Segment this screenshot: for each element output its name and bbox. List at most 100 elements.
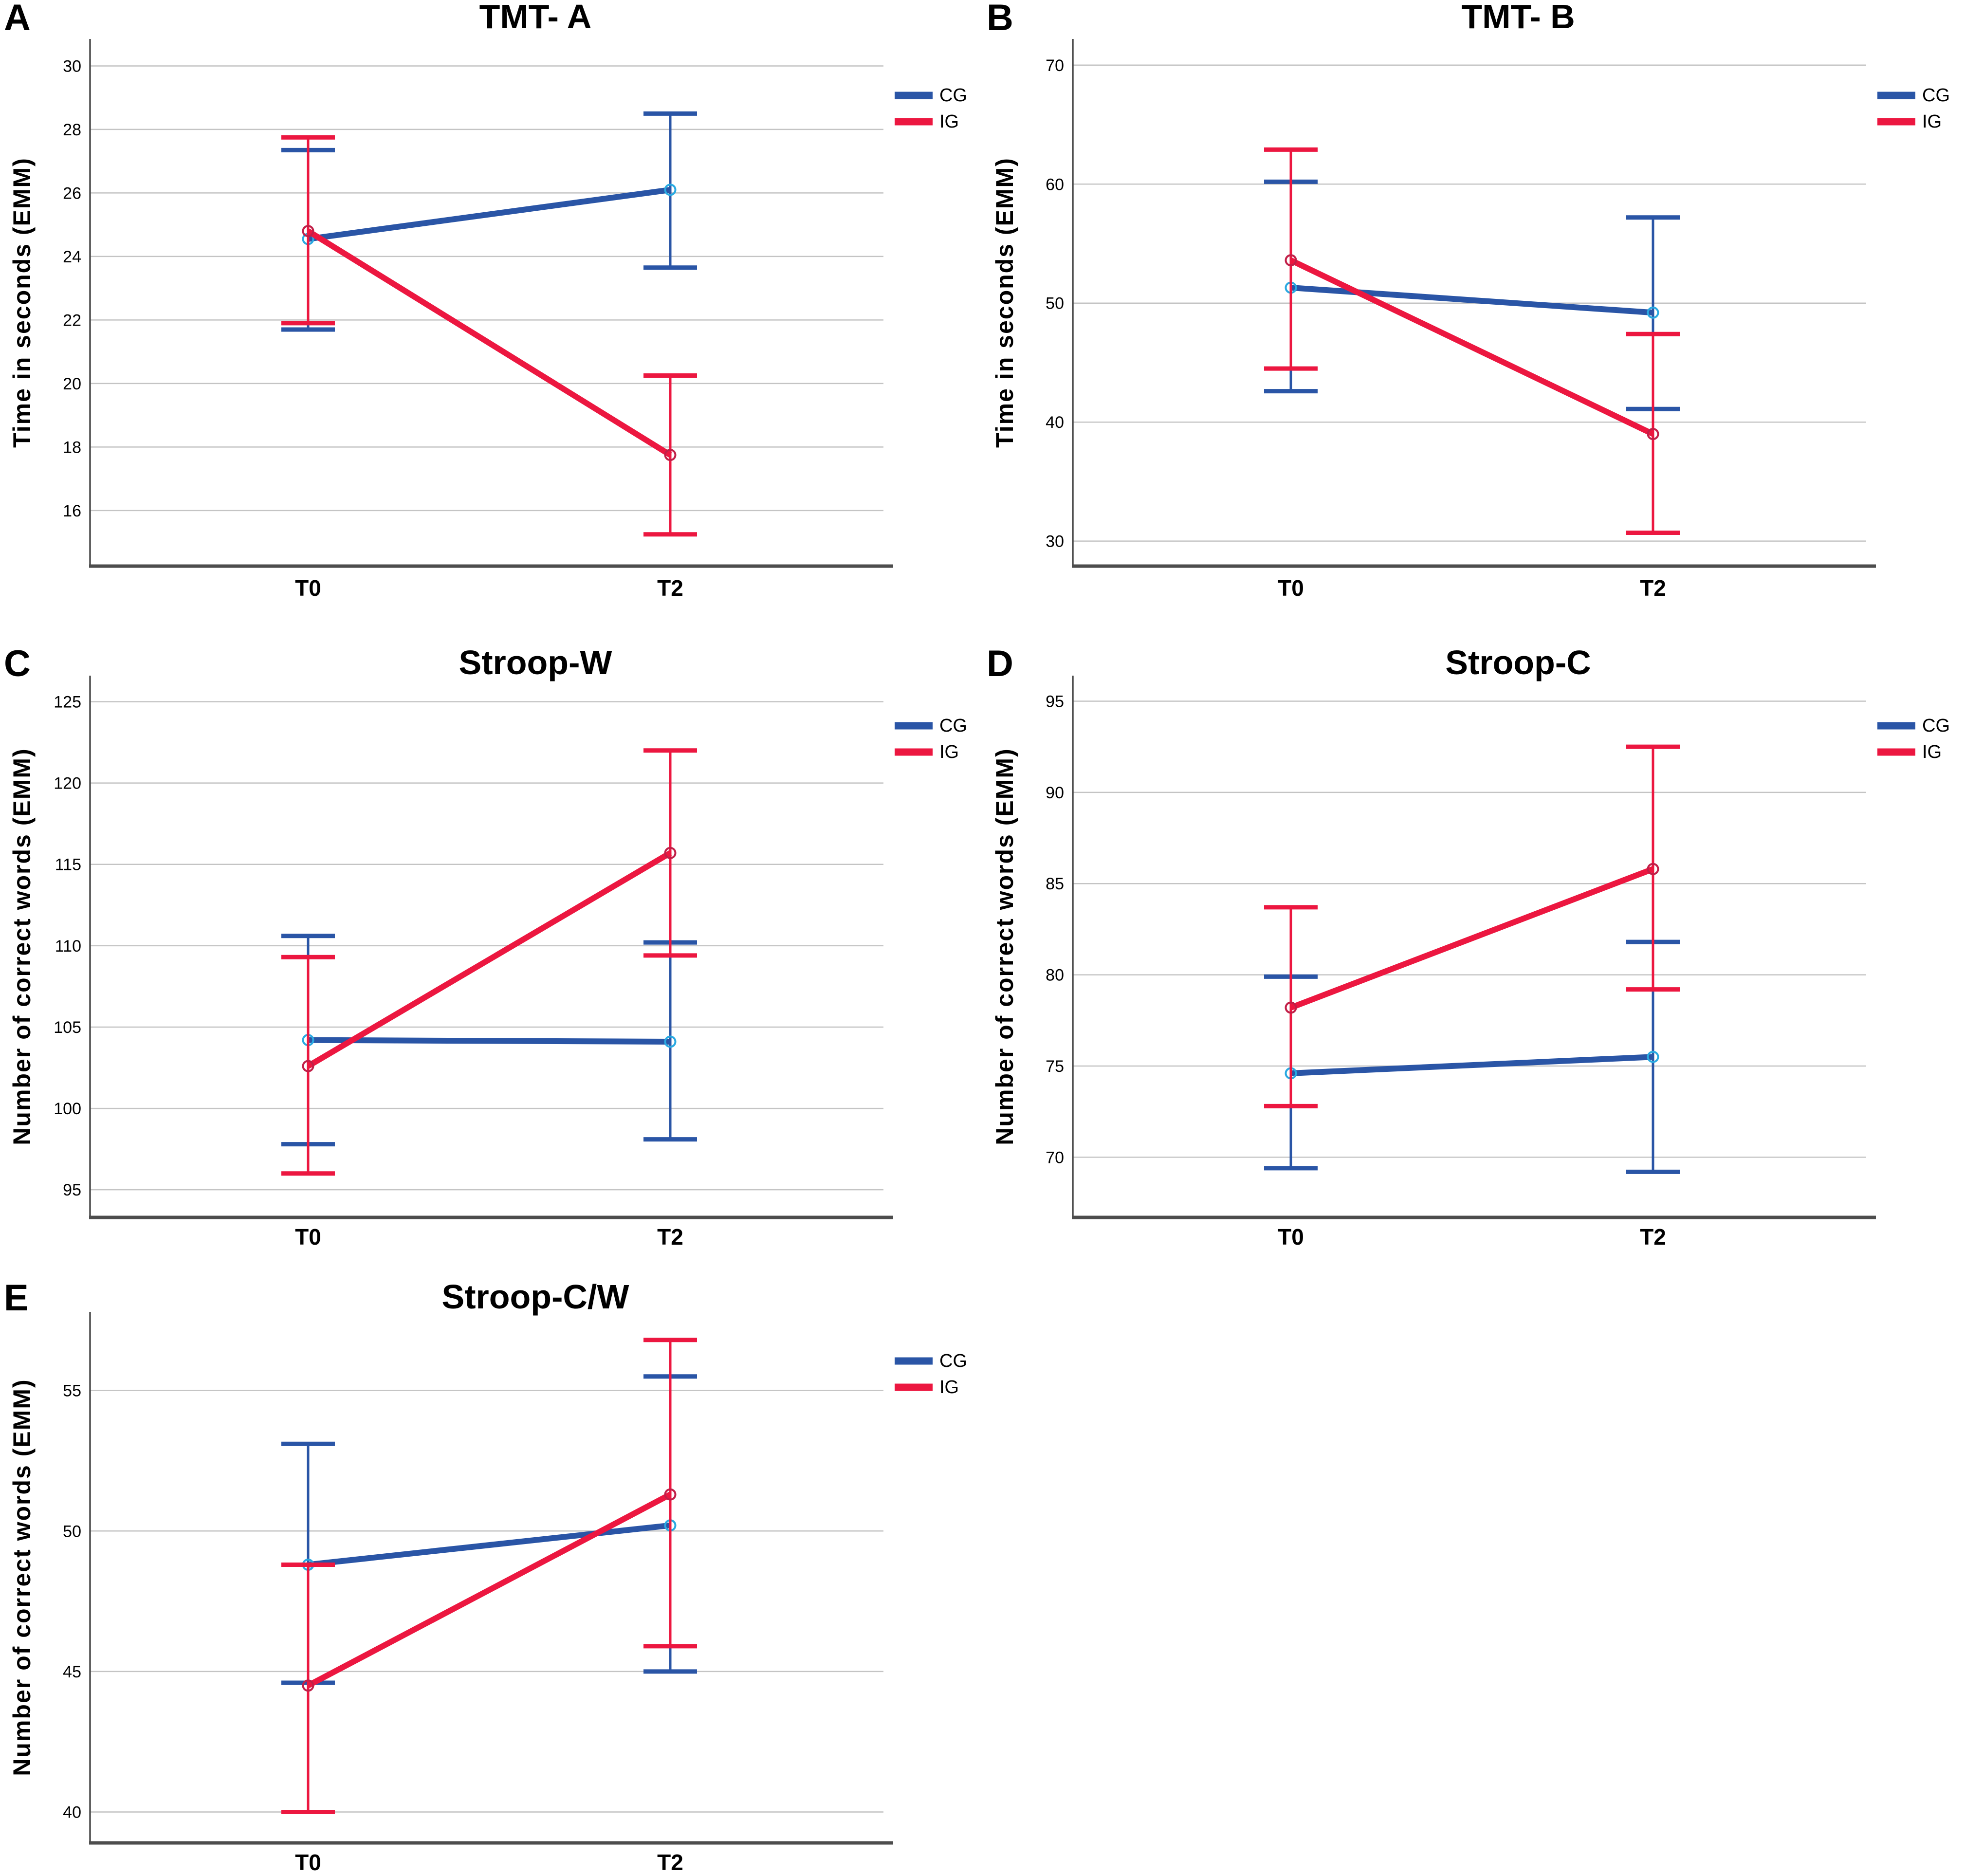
legend-label-ig: IG — [939, 742, 959, 762]
panel-letter: B — [987, 0, 1013, 38]
y-tick-label-100: 100 — [54, 1100, 81, 1118]
legend-label-cg: CG — [1922, 716, 1950, 736]
legend-label-ig: IG — [1922, 742, 1942, 762]
panel-stroop-cw-chart: 40 45 50 55 T0 T2 Number of correct words (EMM… — [4, 1277, 967, 1875]
y-tick-label-40: 40 — [63, 1803, 81, 1822]
y-tick-label-110: 110 — [55, 937, 81, 956]
y-tick-label-30: 30 — [63, 57, 81, 75]
panel-letter: C — [4, 643, 31, 684]
x-tick-label-T0: T0 — [295, 575, 321, 601]
y-tick-label-125: 125 — [54, 693, 81, 711]
y-tick-label-80: 80 — [1046, 966, 1064, 985]
y-tick-label-60: 60 — [1046, 175, 1064, 194]
marker-IG-T0 — [1285, 1001, 1297, 1014]
y-tick-label-55: 55 — [63, 1382, 81, 1400]
legend-label-cg: CG — [1922, 85, 1950, 106]
marker-IG-T2 — [664, 846, 677, 859]
panel-title: Stroop-C — [1445, 644, 1591, 681]
y-tick-label-30: 30 — [1046, 533, 1064, 551]
x-tick-label-T2: T2 — [657, 575, 683, 601]
series-line-IG — [307, 1491, 672, 1689]
series-line-CG — [1290, 1054, 1653, 1076]
marker-CG-T2 — [1647, 306, 1659, 319]
legend-label-cg: CG — [939, 85, 967, 106]
y-tick-label-50: 50 — [1046, 294, 1064, 313]
panel-stroop-cw: 40 45 50 55 T0 T2 Number of correct words (EMM… — [0, 1251, 982, 1876]
series-line-CG — [308, 1522, 671, 1568]
x-tick-label-T2: T2 — [1640, 1224, 1666, 1250]
legend-label-ig: IG — [939, 1377, 959, 1398]
x-tick-label-T2: T2 — [657, 1850, 683, 1875]
y-axis-title: Number of correct words (EMM) — [991, 748, 1018, 1145]
y-axis-title: Number of correct words (EMM) — [8, 748, 36, 1145]
y-tick-label-20: 20 — [63, 375, 81, 393]
y-tick-label-95: 95 — [63, 1181, 81, 1199]
panel-tmt-a-chart: 16 18 20 22 24 26 28 30 T0 T2 Time in seconds (EMM… — [4, 0, 967, 601]
panel-stroop-c-chart: 70 75 80 85 90 95 T0 T2 Number of correct words … — [987, 643, 1950, 1250]
legend-label-cg: CG — [939, 716, 967, 736]
panel-stroop-w: 95 100 105 110 115 120 125 T0 T2 Number of correc… — [0, 625, 982, 1251]
marker-IG-T2 — [1647, 428, 1659, 441]
panel-title: TMT- B — [1461, 0, 1575, 36]
marker-IG-T0 — [302, 225, 314, 238]
y-axis-title: Number of correct words (EMM) — [8, 1379, 36, 1776]
panel-letter: D — [987, 643, 1013, 684]
y-axis-title: Time in seconds (EMM) — [991, 157, 1018, 448]
x-tick-label-T0: T0 — [1278, 1224, 1304, 1250]
series-line-IG — [306, 850, 672, 1069]
series-line-CG — [308, 186, 671, 242]
marker-IG-T0 — [302, 1060, 314, 1072]
x-tick-label-T2: T2 — [1640, 575, 1666, 601]
x-tick-label-T2: T2 — [657, 1224, 683, 1250]
y-tick-label-16: 16 — [63, 502, 81, 520]
panel-stroop-c: 70 75 80 85 90 95 T0 T2 Number of correct words … — [983, 625, 1965, 1251]
x-tick-label-T0: T0 — [1278, 575, 1304, 601]
y-tick-label-24: 24 — [63, 248, 81, 266]
marker-IG-T2 — [1647, 863, 1659, 875]
y-tick-label-90: 90 — [1046, 784, 1064, 802]
y-tick-label-95: 95 — [1046, 692, 1064, 711]
y-tick-label-50: 50 — [63, 1522, 81, 1541]
y-tick-label-18: 18 — [63, 438, 81, 457]
y-tick-label-120: 120 — [54, 774, 81, 793]
y-tick-label-75: 75 — [1046, 1057, 1064, 1076]
panel-title: Stroop-W — [459, 644, 612, 681]
series-line-IG — [306, 228, 672, 458]
marker-IG-T2 — [664, 449, 677, 461]
y-tick-label-70: 70 — [1046, 56, 1064, 75]
marker-CG-T2 — [1647, 1050, 1659, 1063]
panel-letter: A — [4, 0, 31, 38]
panel-title: Stroop-C/W — [442, 1278, 629, 1316]
legend-label-ig: IG — [1922, 111, 1942, 132]
panel-letter: E — [4, 1277, 29, 1319]
panel-tmt-a: 16 18 20 22 24 26 28 30 T0 T2 Time in seconds (EMM… — [0, 0, 982, 625]
y-tick-label-115: 115 — [55, 856, 81, 874]
panel-tmt-b-chart: 30 40 50 60 70 T0 T2 Time in seconds (EMM) TMT- … — [987, 0, 1950, 601]
marker-CG-T2 — [664, 184, 677, 196]
marker-IG-T2 — [664, 1488, 677, 1501]
panel-tmt-b: 30 40 50 60 70 T0 T2 Time in seconds (EMM) TMT- … — [983, 0, 1965, 625]
x-tick-label-T0: T0 — [295, 1224, 321, 1250]
marker-IG-T0 — [1285, 254, 1297, 267]
y-tick-label-45: 45 — [63, 1663, 81, 1681]
y-axis-title: Time in seconds (EMM) — [8, 157, 36, 448]
y-tick-label-40: 40 — [1046, 413, 1064, 432]
y-tick-label-70: 70 — [1046, 1148, 1064, 1167]
marker-IG-T0 — [302, 1679, 314, 1692]
y-tick-label-26: 26 — [63, 184, 81, 202]
series-line-CG — [308, 1037, 671, 1045]
panel-title: TMT- A — [479, 0, 592, 36]
series-line-IG — [1289, 257, 1654, 437]
y-tick-label-22: 22 — [63, 311, 81, 330]
y-tick-label-28: 28 — [63, 121, 81, 139]
x-tick-label-T0: T0 — [295, 1850, 321, 1875]
legend-label-cg: CG — [939, 1351, 967, 1371]
y-tick-label-85: 85 — [1046, 875, 1064, 893]
y-tick-label-105: 105 — [54, 1018, 81, 1037]
legend-label-ig: IG — [939, 111, 959, 132]
panel-stroop-w-chart: 95 100 105 110 115 120 125 T0 T2 Number of correc… — [4, 643, 967, 1250]
series-line-CG — [1290, 284, 1653, 316]
series-line-IG — [1289, 866, 1654, 1011]
marker-CG-T2 — [664, 1035, 677, 1048]
